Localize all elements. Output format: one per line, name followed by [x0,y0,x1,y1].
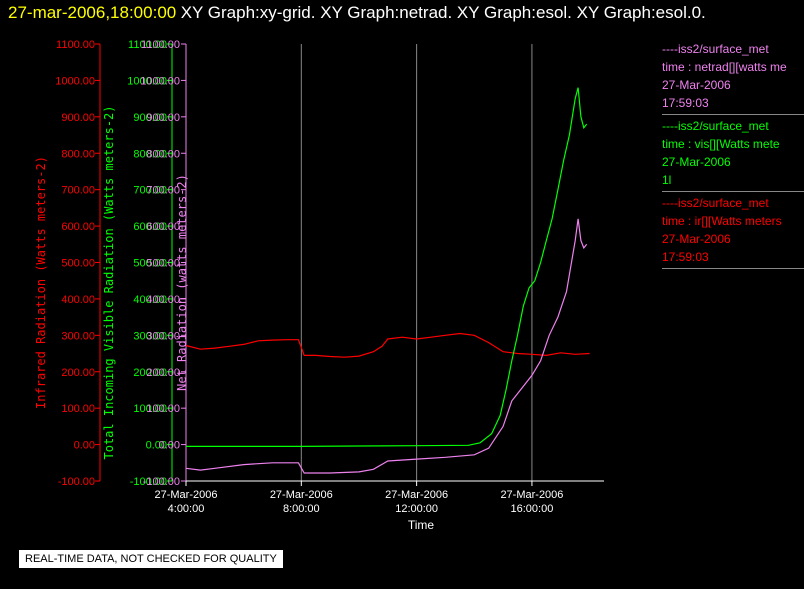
y-tick-label: 0.00 [74,440,95,452]
x-tick-time: 4:00:00 [168,503,205,515]
y-tick-label: 600.00 [61,221,95,233]
legend-desc: time : ir[][Watts meters [662,214,782,228]
y-tick-label: 800.00 [133,148,167,160]
legend-source: ----iss2/surface_met [662,119,769,133]
legend-source: ----iss2/surface_met [662,42,769,56]
y-tick-label: 300.00 [61,330,95,342]
legend-time: 17:59:03 [662,250,709,264]
y-tick-label: 1000.00 [127,75,167,87]
y-tick-label: 600.00 [133,221,167,233]
x-tick-date: 27-Mar-2006 [385,489,448,501]
y-tick-label: 900.00 [146,112,180,124]
header-title: 27-mar-2006,18:00:00 XY Graph:xy-grid. X… [0,0,804,26]
legend-date: 27-Mar-2006 [662,78,731,92]
y-tick-label: 100.00 [61,403,95,415]
y-tick-label: 1100.00 [128,39,167,51]
y-axis-title: Total Incoming Visible Radiation (Watts … [102,105,116,459]
y-tick-label: -100.00 [143,476,180,488]
y-tick-label: 600.00 [146,221,180,233]
y-tick-label: 400.00 [146,294,180,306]
x-tick-time: 16:00:00 [511,503,554,515]
y-tick-label: 1100.00 [56,39,95,51]
series-line-netrad [185,218,588,474]
y-tick-label: 1000.00 [140,75,180,87]
y-tick-label: 0.00 [146,440,167,452]
y-tick-label: -100.00 [58,476,95,488]
legend-desc: time : netrad[][watts me [662,60,787,74]
y-tick-label: 300.00 [133,330,167,342]
legend-date: 27-Mar-2006 [662,232,731,246]
y-axis-title: Infrared Radiation (Watts meters-2) [34,156,48,409]
y-tick-label: 900.00 [61,112,95,124]
y-axis-title: Net Radiation (watts meters-2) [175,174,189,391]
y-tick-label: 500.00 [61,258,95,270]
y-tick-label: 500.00 [133,258,167,270]
legend-source: ----iss2/surface_met [662,196,769,210]
x-tick-time: 8:00:00 [283,503,320,515]
legend-time: 17:59:03 [662,96,709,110]
y-tick-label: 700.00 [61,185,95,197]
y-tick-label: 200.00 [133,367,167,379]
x-axis-title: Time [408,518,435,532]
y-tick-label: 100.00 [146,403,180,415]
y-tick-label: 300.00 [146,330,180,342]
y-tick-label: 700.00 [133,185,167,197]
y-tick-label: 400.00 [61,294,95,306]
y-tick-label: 0.00 [159,440,180,452]
quality-note: REAL-TIME DATA, NOT CHECKED FOR QUALITY [18,549,284,569]
y-tick-label: 800.00 [61,148,95,160]
x-tick-date: 27-Mar-2006 [270,489,333,501]
legend-desc: time : vis[][Watts mete [662,137,780,151]
y-tick-label: 500.00 [146,258,180,270]
y-tick-label: 200.00 [61,367,95,379]
series-line-ir [185,332,590,358]
y-tick-label: 400.00 [133,294,167,306]
y-tick-label: 200.00 [146,367,180,379]
y-tick-label: 1100.00 [141,39,180,51]
legend-time: 1l [662,173,672,187]
y-tick-label: 100.00 [133,403,167,415]
x-tick-date: 27-Mar-2006 [155,489,218,501]
header-date: 27-mar-2006,18:00:00 [8,3,177,22]
y-tick-label: 700.00 [146,185,180,197]
legend-date: 27-Mar-2006 [662,155,731,169]
header-graph-list: XY Graph:xy-grid. XY Graph:netrad. XY Gr… [180,3,706,22]
y-tick-label: 800.00 [146,148,180,160]
y-tick-label: 900.00 [133,112,167,124]
y-tick-label: -100.00 [130,476,167,488]
x-tick-time: 12:00:00 [395,503,438,515]
series-line-vis [186,87,588,447]
x-tick-date: 27-Mar-2006 [500,489,563,501]
y-tick-label: 1000.00 [55,75,95,87]
